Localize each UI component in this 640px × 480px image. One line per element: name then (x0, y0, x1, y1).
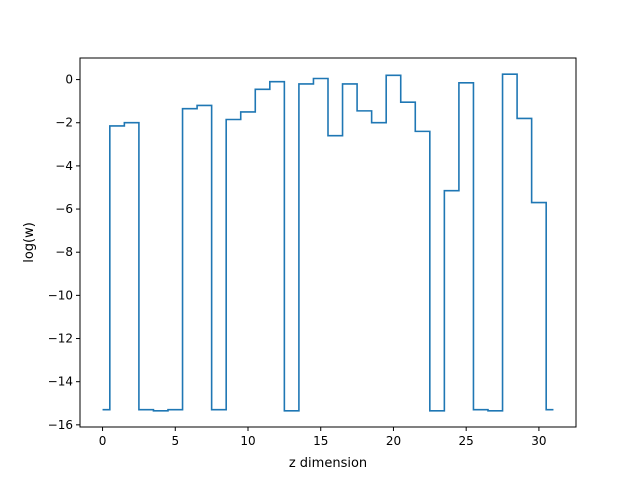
x-tick-label: 5 (171, 434, 179, 448)
y-tick-label: −16 (48, 418, 73, 432)
y-tick-label: −6 (55, 202, 73, 216)
x-tick-label: 30 (531, 434, 546, 448)
x-axis-label: z dimension (289, 456, 367, 471)
axes-frame (79, 57, 577, 428)
y-tick-label: −2 (55, 116, 73, 130)
x-tick-label: 25 (459, 434, 474, 448)
y-tick-label: −4 (55, 159, 73, 173)
y-tick-label: −10 (48, 288, 73, 302)
y-tick-label: 0 (65, 73, 73, 87)
y-tick-label: −14 (48, 375, 73, 389)
series-line (102, 73, 554, 412)
x-tick-label: 10 (240, 434, 255, 448)
y-axis-ticks: −16 −14 −12 −10 −8 −6 −4 −2 0 (48, 73, 80, 432)
x-tick-label: 0 (99, 434, 107, 448)
x-tick-label: 15 (313, 434, 328, 448)
y-tick-label: −8 (55, 245, 73, 259)
x-axis-ticks: 0 5 10 15 20 25 30 (99, 427, 547, 448)
x-tick-label: 20 (386, 434, 401, 448)
y-tick-label: −12 (48, 332, 73, 346)
plot-area (102, 73, 554, 412)
y-axis-label: log(w) (22, 222, 37, 263)
